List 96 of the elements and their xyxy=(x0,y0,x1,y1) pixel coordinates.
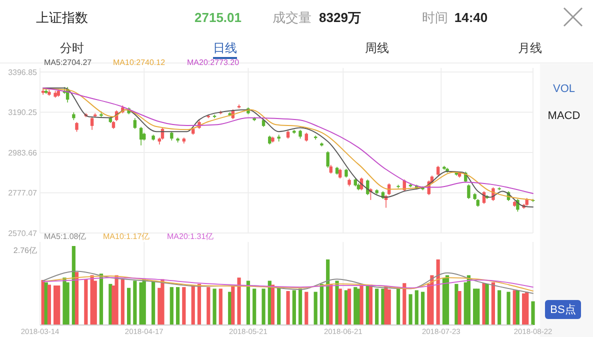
bar xyxy=(506,292,510,325)
bar xyxy=(142,279,146,325)
text: MA10:2740.12 xyxy=(113,58,166,67)
bar xyxy=(476,288,480,325)
bar xyxy=(458,291,462,325)
y-tick-label: 3190.25 xyxy=(8,108,38,118)
bar xyxy=(206,287,210,325)
candlestick xyxy=(436,165,440,176)
text: 14:40 xyxy=(454,10,488,25)
text: 分时 xyxy=(60,41,84,55)
bar xyxy=(338,288,342,325)
text: 时间 xyxy=(422,10,448,25)
text: MA10:1.17亿 xyxy=(103,232,150,241)
bar xyxy=(396,288,400,325)
bar xyxy=(246,280,250,325)
text: VOL xyxy=(552,83,576,95)
text: MACD xyxy=(548,110,580,122)
y-tick-label: 2777.07 xyxy=(8,188,38,198)
bar xyxy=(491,282,495,325)
candlestick xyxy=(75,122,78,132)
bar xyxy=(408,294,412,325)
text: 周线 xyxy=(365,41,389,55)
bar xyxy=(62,278,66,325)
bar xyxy=(152,280,156,325)
bar xyxy=(436,259,440,325)
bar xyxy=(170,287,174,325)
bar xyxy=(466,275,470,325)
bar xyxy=(304,292,308,325)
candlestick xyxy=(90,116,94,130)
text: MA5:1.08亿 xyxy=(44,232,86,241)
chart-title: 上证指数 xyxy=(36,10,88,25)
bar xyxy=(430,275,434,325)
bar xyxy=(47,284,51,325)
bar xyxy=(445,275,450,325)
bar xyxy=(127,288,131,325)
text: 2.76亿 xyxy=(13,246,37,255)
bar xyxy=(133,280,137,325)
bar xyxy=(320,284,324,325)
bar xyxy=(99,274,104,325)
bar xyxy=(197,284,202,325)
bar xyxy=(525,292,529,325)
text: 2715.01 xyxy=(194,10,242,25)
bar xyxy=(420,292,425,325)
text: MA20:1.31亿 xyxy=(167,232,214,241)
text: BS点 xyxy=(550,303,576,316)
bar xyxy=(74,272,79,325)
candlestick xyxy=(326,150,330,168)
text: 日线 xyxy=(213,41,237,55)
bar xyxy=(384,286,388,325)
bar xyxy=(84,279,88,325)
bar xyxy=(498,290,502,325)
candlestick xyxy=(467,184,470,200)
bar xyxy=(237,278,241,325)
bar xyxy=(139,282,143,325)
y-tick-label: 2983.66 xyxy=(8,148,38,158)
candlestick xyxy=(133,118,137,130)
candlestick xyxy=(338,168,342,179)
bar xyxy=(335,280,339,325)
bar xyxy=(531,301,535,325)
bar xyxy=(329,284,333,325)
bar xyxy=(387,289,391,325)
bar xyxy=(516,290,520,325)
bar xyxy=(56,286,60,325)
bar xyxy=(347,288,352,325)
bar xyxy=(314,292,318,325)
text: 月线 xyxy=(518,41,542,55)
text: 成交量 xyxy=(272,10,312,25)
bar xyxy=(176,287,180,325)
bar xyxy=(402,283,406,325)
candlestick xyxy=(139,126,143,146)
bar xyxy=(212,288,216,325)
bar xyxy=(231,286,235,325)
bar xyxy=(114,275,118,325)
bar xyxy=(270,284,275,325)
bar xyxy=(375,288,379,325)
bar xyxy=(218,288,222,325)
bar xyxy=(298,288,302,325)
bar xyxy=(262,288,266,325)
text: MA5:2704.27 xyxy=(44,58,92,67)
y-tick-label: 3396.85 xyxy=(8,68,38,77)
bar xyxy=(191,286,195,325)
bar xyxy=(292,290,296,325)
bar xyxy=(120,279,124,325)
bar xyxy=(368,284,373,325)
text: 8329万 xyxy=(319,10,361,25)
bar xyxy=(414,290,418,325)
y-tick-label: 2570.47 xyxy=(8,228,38,238)
bar xyxy=(482,283,486,325)
bar xyxy=(252,288,256,325)
bar xyxy=(277,288,281,325)
text: MA20:2773.20 xyxy=(187,58,240,67)
bar xyxy=(360,286,364,325)
bar xyxy=(182,287,186,325)
bar xyxy=(160,279,164,325)
bar xyxy=(286,291,290,325)
bar xyxy=(485,284,489,325)
